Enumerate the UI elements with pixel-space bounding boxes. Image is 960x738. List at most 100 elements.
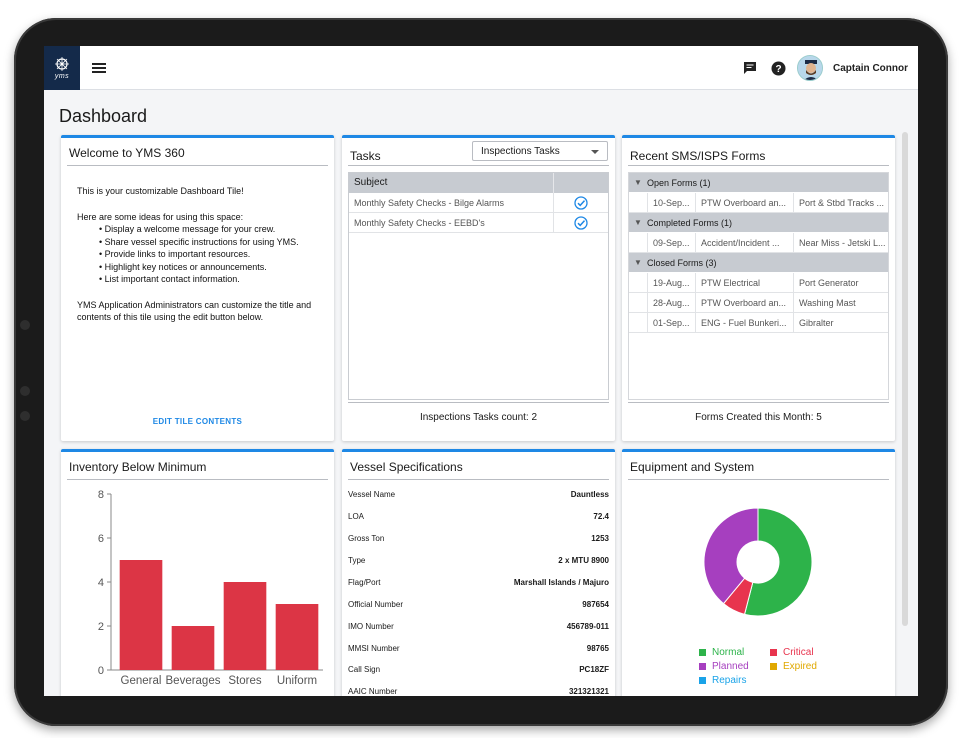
page-title: Dashboard [59,106,148,126]
ship-wheel-icon [55,56,69,71]
tasks-tile: Tasks Inspections Tasks Subject Monthly … [342,135,615,441]
spec-value: 2 x MTU 8900 [558,556,609,565]
y-tick-label: 2 [98,621,104,633]
spec-value: 72.4 [593,512,609,521]
divider [628,165,889,166]
chat-icon[interactable] [741,59,759,77]
table-row[interactable]: 01-Sep... ENG - Fuel Bunkeri... Gibralter [629,313,888,333]
welcome-ideas-heading: Here are some ideas for using this space… [77,211,244,222]
table-row[interactable]: 28-Aug... PTW Overboard an... Washing Mast [629,293,888,313]
spec-label: MMSI Number [348,644,400,653]
topbar-actions: ? Captain Connor [741,46,908,90]
x-tick-label: Beverages [166,675,221,687]
spec-label: Gross Ton [348,534,385,543]
list-item: Display a welcome message for your crew. [99,223,327,236]
spec-label: LOA [348,512,365,521]
tile-title: Tasks [350,149,381,163]
spec-label: Official Number [348,600,403,609]
form-type: Accident/Incident ... [695,233,793,252]
indent-cell [629,193,647,212]
top-bar: yms ? Captain Connor [44,46,918,90]
group-row-closed[interactable]: ▼ Closed Forms (3) [629,253,888,273]
legend-item-expired[interactable]: Expired [770,661,817,672]
table-row[interactable]: 19-Aug... PTW Electrical Port Generator [629,273,888,293]
legend-swatch [699,677,706,684]
bar[interactable] [119,560,163,670]
form-date: 01-Sep... [647,313,695,332]
y-tick-label: 4 [98,577,104,589]
chevron-down-icon: ▼ [634,218,642,227]
group-label: Completed Forms (1) [647,217,733,228]
inventory-bar-chart: 0 2 4 6 8 General Beverages Stores Uniform [98,489,323,687]
spec-label: IMO Number [348,622,394,631]
table-row[interactable]: Monthly Safety Checks - Bilge Alarms [349,193,608,213]
divider [348,165,609,166]
task-filter-select[interactable]: Inspections Tasks [472,141,608,161]
spec-label: Vessel Name [348,490,396,499]
spec-row: Type 2 x MTU 8900 [348,556,609,565]
divider [67,165,328,166]
app-screen: yms ? Captain Connor Dashboard [44,46,918,696]
inventory-tile: Inventory Below Minimum 0 2 4 6 8 General Beve… [61,449,334,696]
spec-value: Marshall Islands / Majuro [513,578,609,587]
bar[interactable] [171,626,215,670]
table-row[interactable]: 10-Sep... PTW Overboard an... Port & Stbd … [629,193,888,213]
donut-slice-normal[interactable] [743,507,813,617]
form-date: 09-Sep... [647,233,695,252]
table-row[interactable]: 09-Sep... Accident/Incident ... Near Miss … [629,233,888,253]
tasks-grid: Subject Monthly Safety Checks - Bilge Al… [348,172,609,400]
group-row-completed[interactable]: ▼ Completed Forms (1) [629,213,888,233]
welcome-tile: Welcome to YMS 360 This is your customiz… [61,135,334,441]
tile-title: Welcome to YMS 360 [69,146,185,160]
spec-row: Vessel Name Dauntless [348,490,609,499]
avatar[interactable] [797,55,823,81]
spec-row: IMO Number 456789-011 [348,622,609,631]
task-subject: Monthly Safety Checks - EEBD's [349,213,554,232]
form-type: PTW Overboard an... [695,293,793,312]
spec-label: Flag/Port [348,578,381,587]
spec-row: MMSI Number 98765 [348,644,609,653]
form-type: PTW Electrical [695,273,793,292]
spec-row: AAIC Number 321321321 [348,687,609,696]
bar[interactable] [275,604,319,670]
app-logo[interactable]: yms [44,46,80,90]
y-tick-label: 6 [98,533,104,545]
legend-label: Planned [712,661,749,672]
table-row[interactable]: Monthly Safety Checks - EEBD's [349,213,608,233]
group-row-open[interactable]: ▼ Open Forms (1) [629,173,888,193]
column-header-subject[interactable]: Subject [349,173,554,193]
form-subject: Near Miss - Jetski L... [793,233,888,252]
user-name[interactable]: Captain Connor [833,62,908,74]
spec-row: Call Sign PC18ZF [348,665,609,674]
legend-swatch [699,663,706,670]
chevron-down-icon: ▼ [634,258,642,267]
list-item: List important contact information. [99,273,327,286]
donut-slice-planned[interactable] [703,507,759,605]
tile-title: Recent SMS/ISPS Forms [630,149,766,163]
legend-label: Normal [712,647,745,658]
legend-item-planned[interactable]: Planned [699,661,749,672]
spec-row: Flag/Port Marshall Islands / Majuro [348,578,609,587]
list-item: Provide links to important resources. [99,248,327,261]
check-circle-icon [554,195,608,210]
edit-tile-button[interactable]: EDIT TILE CONTENTS [152,417,243,426]
x-tick-label: General [121,675,162,687]
legend-swatch [770,649,777,656]
group-label: Closed Forms (3) [647,257,717,268]
page-scrollbar[interactable] [902,132,908,626]
form-subject: Washing Mast [793,293,888,312]
legend-item-normal[interactable]: Normal [699,647,744,658]
bar[interactable] [223,582,267,670]
menu-toggle-button[interactable] [92,62,106,73]
spec-value: 1253 [591,534,609,543]
form-type: ENG - Fuel Bunkeri... [695,313,793,332]
legend-item-repairs[interactable]: Repairs [699,675,746,686]
legend-item-critical[interactable]: Critical [770,647,814,658]
help-icon[interactable]: ? [769,59,787,77]
form-date: 19-Aug... [647,273,695,292]
tile-title: Equipment and System [630,460,755,474]
divider [628,479,889,480]
camera-dot [20,386,30,396]
chevron-down-icon: ▼ [634,178,642,187]
group-label: Open Forms (1) [647,177,711,188]
